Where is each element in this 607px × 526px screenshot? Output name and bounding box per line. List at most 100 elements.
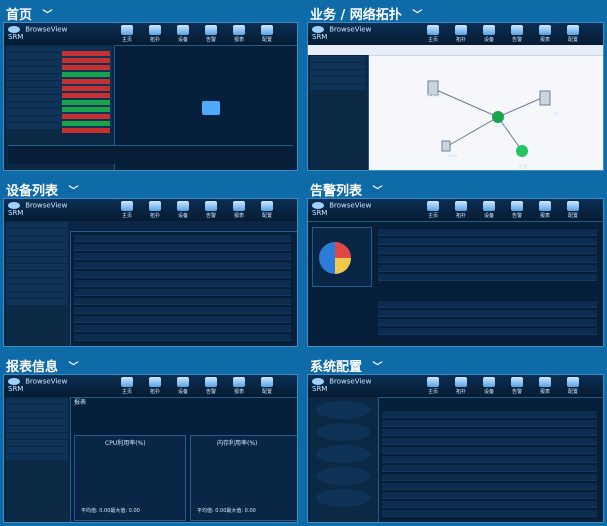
config-category[interactable] — [316, 401, 370, 419]
config-category[interactable] — [316, 467, 370, 485]
nav-devices[interactable]: 设备 — [479, 377, 499, 395]
list-row[interactable] — [6, 67, 112, 73]
table-row[interactable] — [74, 280, 291, 287]
topology-node[interactable] — [539, 90, 551, 106]
nav-config[interactable]: 配置 — [563, 201, 583, 219]
tree-item[interactable] — [6, 264, 68, 270]
tree-item[interactable] — [310, 70, 366, 76]
config-category[interactable] — [316, 489, 370, 507]
table-row[interactable] — [74, 334, 291, 341]
nav-topology[interactable]: 拓扑 — [145, 25, 165, 43]
nav-config[interactable]: 配置 — [257, 201, 277, 219]
nav-devices[interactable]: 设备 — [173, 25, 193, 43]
nav-config[interactable]: 配置 — [257, 25, 277, 43]
table-row[interactable] — [74, 271, 291, 278]
nav-devices[interactable]: 设备 — [173, 377, 193, 395]
topology-node[interactable] — [441, 140, 451, 152]
tree-item[interactable] — [6, 222, 68, 228]
config-category[interactable] — [316, 423, 370, 441]
tree-item[interactable] — [6, 454, 68, 460]
tree-item[interactable] — [310, 77, 366, 83]
nav-reports[interactable]: 报表 — [229, 377, 249, 395]
nav-reports[interactable]: 报表 — [229, 201, 249, 219]
nav-topology[interactable]: 拓扑 — [451, 377, 471, 395]
list-row[interactable] — [6, 53, 112, 59]
nav-alarms[interactable]: 告警 — [507, 377, 527, 395]
nav-reports[interactable]: 报表 — [229, 25, 249, 43]
table-row[interactable] — [382, 492, 597, 499]
tree-item[interactable] — [6, 412, 68, 418]
table-row[interactable] — [378, 229, 597, 236]
table-row[interactable] — [382, 474, 597, 481]
config-category[interactable] — [316, 445, 370, 463]
tree-item[interactable] — [6, 236, 68, 242]
tree-item[interactable] — [6, 229, 68, 235]
table-row[interactable] — [378, 238, 597, 245]
table-row[interactable] — [382, 483, 597, 490]
nav-config[interactable]: 配置 — [257, 377, 277, 395]
table-row[interactable] — [382, 429, 597, 436]
list-row[interactable] — [6, 123, 112, 129]
tree-item[interactable] — [6, 278, 68, 284]
nav-topology[interactable]: 拓扑 — [145, 377, 165, 395]
table-row[interactable] — [382, 510, 597, 517]
list-row[interactable] — [6, 46, 112, 52]
table-row[interactable] — [382, 501, 597, 508]
table-row[interactable] — [382, 447, 597, 454]
tree-item[interactable] — [6, 285, 68, 291]
table-row[interactable] — [378, 247, 597, 254]
list-row[interactable] — [6, 109, 112, 115]
list-row[interactable] — [6, 74, 112, 80]
topology-node[interactable] — [492, 111, 504, 123]
table-row[interactable] — [378, 265, 597, 272]
nav-home[interactable]: 主页 — [117, 201, 137, 219]
table-row[interactable] — [378, 301, 597, 308]
table-row[interactable] — [378, 328, 597, 335]
nav-reports[interactable]: 报表 — [535, 377, 555, 395]
table-row[interactable] — [74, 262, 291, 269]
nav-topology[interactable]: 拓扑 — [145, 201, 165, 219]
table-row[interactable] — [74, 244, 291, 251]
tree-item[interactable] — [6, 440, 68, 446]
table-row[interactable] — [378, 319, 597, 326]
nav-alarms[interactable]: 告警 — [507, 201, 527, 219]
tree-item[interactable] — [6, 271, 68, 277]
nav-devices[interactable]: 设备 — [479, 201, 499, 219]
table-row[interactable] — [74, 307, 291, 314]
list-row[interactable] — [6, 60, 112, 66]
nav-config[interactable]: 配置 — [563, 25, 583, 43]
table-row[interactable] — [74, 289, 291, 296]
nav-alarms[interactable]: 告警 — [201, 201, 221, 219]
nav-devices[interactable]: 设备 — [173, 201, 193, 219]
nav-home[interactable]: 主页 — [117, 377, 137, 395]
table-row[interactable] — [74, 325, 291, 332]
list-row[interactable] — [6, 81, 112, 87]
nav-home[interactable]: 主页 — [423, 201, 443, 219]
nav-home[interactable]: 主页 — [423, 377, 443, 395]
tree-item[interactable] — [310, 56, 366, 62]
nav-topology[interactable]: 拓扑 — [451, 201, 471, 219]
tree-item[interactable] — [6, 419, 68, 425]
table-row[interactable] — [382, 420, 597, 427]
table-row[interactable] — [382, 438, 597, 445]
tree-item[interactable] — [6, 405, 68, 411]
nav-devices[interactable]: 设备 — [479, 25, 499, 43]
tree-item[interactable] — [310, 84, 366, 90]
table-row[interactable] — [382, 411, 597, 418]
topology-node[interactable] — [516, 145, 528, 157]
tree-item[interactable] — [6, 257, 68, 263]
tree-item[interactable] — [6, 299, 68, 305]
tree-item[interactable] — [6, 433, 68, 439]
tree-item[interactable] — [6, 250, 68, 256]
table-row[interactable] — [378, 310, 597, 317]
list-row[interactable] — [6, 95, 112, 101]
tree-item[interactable] — [6, 398, 68, 404]
table-row[interactable] — [74, 253, 291, 260]
table-row[interactable] — [74, 316, 291, 323]
nav-config[interactable]: 配置 — [563, 377, 583, 395]
topology-node[interactable] — [427, 80, 439, 96]
tree-item[interactable] — [6, 447, 68, 453]
table-row[interactable] — [378, 256, 597, 263]
nav-reports[interactable]: 报表 — [535, 25, 555, 43]
tree-item[interactable] — [310, 63, 366, 69]
